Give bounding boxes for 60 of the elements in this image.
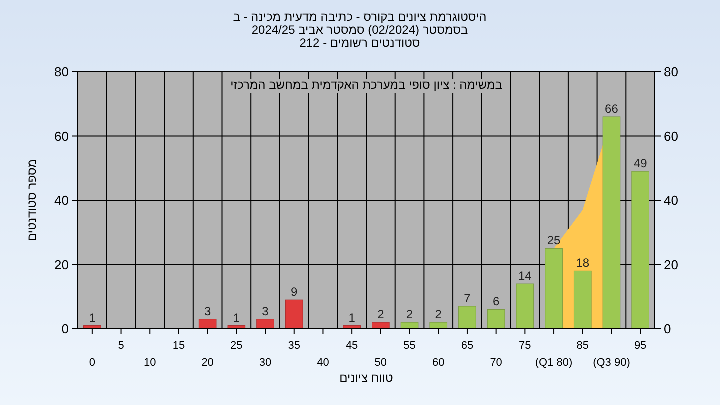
y2-tick-label: 80 xyxy=(664,64,678,80)
x-tick-label: 75 xyxy=(519,340,532,352)
y-tick-label: 40 xyxy=(54,193,69,208)
bar xyxy=(545,248,563,330)
x-tick-label: 55 xyxy=(404,340,416,352)
x-tick-label: 30 xyxy=(259,356,272,369)
data-label: 25 xyxy=(547,234,562,248)
x-tick-label: 45 xyxy=(346,340,358,352)
x-tick-label: 70 xyxy=(490,356,502,369)
data-label: 9 xyxy=(291,285,298,300)
x-tick-label: 50 xyxy=(374,356,388,369)
annotation: במשימה : ציון סופי במערכת האקדמית במחשב המרכזי xyxy=(230,78,502,92)
bar xyxy=(574,270,592,330)
x-tick-label: 5 xyxy=(118,340,124,352)
x-tick-label: 20 xyxy=(202,356,214,369)
y-axis-title: מספר סטודנטים xyxy=(25,159,39,242)
data-label: 66 xyxy=(605,102,619,116)
data-label: 2 xyxy=(378,308,385,322)
bar xyxy=(632,171,650,330)
x-tick-label: 15 xyxy=(172,340,186,352)
y2-tick-label: 20 xyxy=(664,257,678,272)
data-label: 1 xyxy=(348,310,356,325)
x-tick-label: 25 xyxy=(230,340,243,352)
bar xyxy=(285,300,304,330)
x-tick-label: 35 xyxy=(288,340,300,352)
x-tick-label: 0 xyxy=(89,356,96,369)
bar xyxy=(487,309,506,330)
data-label: 1 xyxy=(233,310,240,325)
data-label: 6 xyxy=(492,294,500,309)
data-label: 2 xyxy=(406,308,414,322)
x-axis-title: טווח ציונים xyxy=(340,371,394,385)
y-tick-label: 80 xyxy=(54,64,69,80)
y-tick-label: 0 xyxy=(62,322,69,337)
x-tick-label: 85 xyxy=(576,340,589,352)
x-tick-label: 10 xyxy=(144,356,156,369)
data-label: 1 xyxy=(89,310,96,325)
data-label: 14 xyxy=(518,269,532,284)
y2-tick-label: 0 xyxy=(664,322,672,337)
y2-tick-label: 40 xyxy=(664,193,678,208)
x-tick-label: 60 xyxy=(432,356,445,369)
y2-tick-label: 60 xyxy=(664,128,678,144)
x-tick-label: 40 xyxy=(317,356,330,369)
bar xyxy=(198,319,217,330)
data-label: 18 xyxy=(576,256,590,270)
bar xyxy=(256,319,274,330)
y-tick-label: 20 xyxy=(54,257,69,272)
x-tick-label: 95 xyxy=(634,340,647,352)
x-tick-label: 65 xyxy=(461,340,474,352)
x-tick-label: (Q1 80) xyxy=(535,356,573,369)
chart-title: היסטוגרמת ציונים בקורס - כתיבה מדעית מכינה - ב xyxy=(233,10,487,24)
data-label: 3 xyxy=(204,304,212,318)
y-tick-label: 60 xyxy=(54,128,69,144)
x-tick-label: (Q3 90) xyxy=(593,356,630,369)
bar xyxy=(458,306,476,330)
data-label: 7 xyxy=(464,292,472,306)
bar xyxy=(516,284,534,330)
data-label: 3 xyxy=(262,304,270,318)
data-label: 2 xyxy=(435,308,442,322)
data-label: 49 xyxy=(634,156,648,171)
chart-subtitle: בסמסטר (02/2024) סמסטר אביב 2024/25 סטודנטים רשומים - 212 xyxy=(252,23,468,50)
